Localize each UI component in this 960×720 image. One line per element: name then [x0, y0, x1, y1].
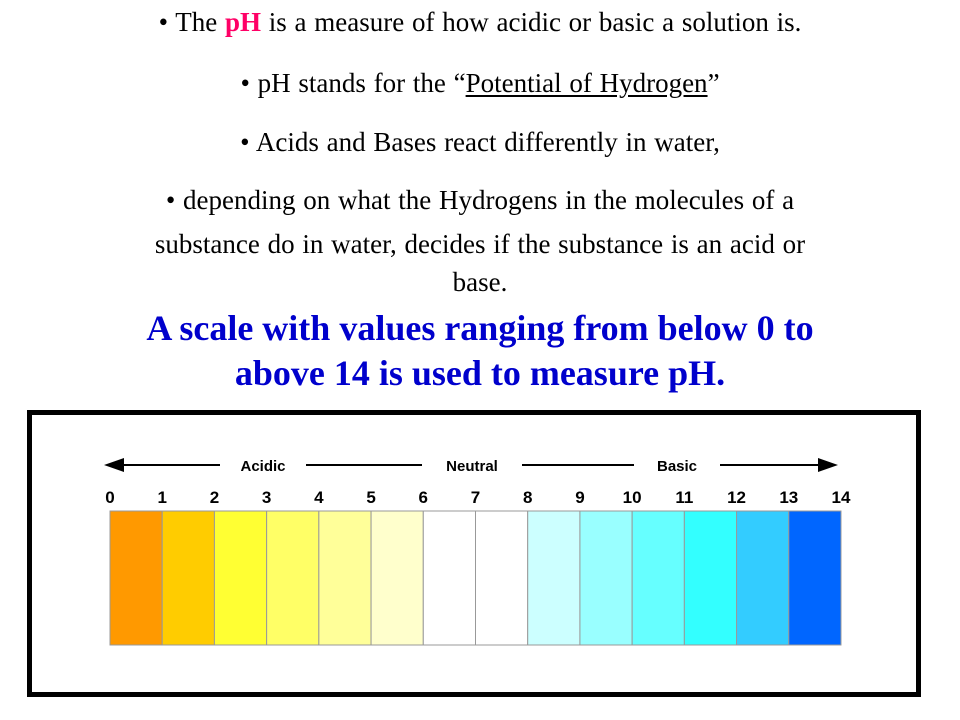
ph-color-box-0	[109, 510, 163, 646]
ph-color-box-7	[475, 510, 529, 646]
ph-number-2: 2	[210, 488, 219, 507]
ph-scale-frame: Acidic Neutral Basic 0 1 2 3 4 5 6 7 8 9 10 11 12 13 1…	[27, 410, 921, 697]
ph-number-4: 4	[314, 488, 324, 507]
bullet-1-prefix: • The	[158, 7, 226, 37]
neutral-label: Neutral	[446, 458, 498, 475]
ph-number-0: 0	[105, 488, 114, 507]
bullet-ph-meaning: • pH stands for the “Potential of Hydrog…	[0, 67, 960, 99]
ph-scale-diagram: Acidic Neutral Basic 0 1 2 3 4 5 6 7 8 9 10 11 12 13 1…	[104, 458, 851, 646]
ph-number-1: 1	[157, 488, 166, 507]
ph-color-box-9	[579, 510, 633, 646]
bullet-1-suffix: is a measure of how acidic or basic a so…	[261, 7, 802, 37]
bullet-hydrogens-line-2: substance do in water, decides if the su…	[154, 229, 806, 259]
bullet-hydrogens-line-3: base.	[452, 267, 508, 297]
ph-color-box-12	[736, 510, 790, 646]
ph-number-14: 14	[832, 488, 851, 507]
ph-highlight: pH	[225, 7, 262, 37]
ph-number-labels: 0 1 2 3 4 5 6 7 8 9 10 11 12 13 14	[105, 488, 851, 507]
ph-color-box-6	[422, 510, 477, 646]
arrow-left-icon	[104, 458, 124, 472]
ph-number-13: 13	[779, 488, 798, 507]
arrow-right-icon	[818, 458, 838, 472]
ph-number-6: 6	[419, 488, 428, 507]
bullet-2-suffix: ”	[707, 68, 720, 98]
ph-color-box-3	[266, 510, 320, 646]
ph-number-3: 3	[262, 488, 271, 507]
acidic-label: Acidic	[240, 458, 285, 475]
ph-color-box-1	[161, 510, 215, 646]
ph-number-9: 9	[575, 488, 584, 507]
headline-line-1: A scale with values ranging from below 0…	[146, 308, 814, 348]
ph-color-box-4	[318, 510, 372, 646]
ph-number-7: 7	[471, 488, 480, 507]
ph-color-box-8	[527, 510, 581, 646]
bullet-ph-definition: • The pH is a measure of how acidic or b…	[0, 6, 960, 38]
ph-number-5: 5	[366, 488, 375, 507]
bullet-2-prefix: • pH stands for the “	[240, 68, 466, 98]
ph-color-box-10	[631, 510, 685, 646]
basic-label: Basic	[657, 458, 697, 475]
ph-number-8: 8	[523, 488, 532, 507]
ph-color-bars	[109, 510, 842, 646]
bullet-hydrogens-line-1: • depending on what the Hydrogens in the…	[165, 185, 795, 215]
ph-color-box-11	[683, 510, 738, 646]
ph-color-box-2	[213, 510, 268, 646]
ph-number-11: 11	[675, 488, 693, 507]
ph-number-12: 12	[727, 488, 746, 507]
potential-of-hydrogen: Potential of Hydrogen	[465, 68, 708, 98]
ph-number-10: 10	[623, 488, 642, 507]
headline-line-2: above 14 is used to measure pH.	[234, 353, 726, 393]
ph-color-box-5	[370, 510, 424, 646]
bullet-acids-bases: • Acids and Bases react differently in w…	[240, 127, 720, 157]
ph-color-box-13	[788, 510, 842, 646]
